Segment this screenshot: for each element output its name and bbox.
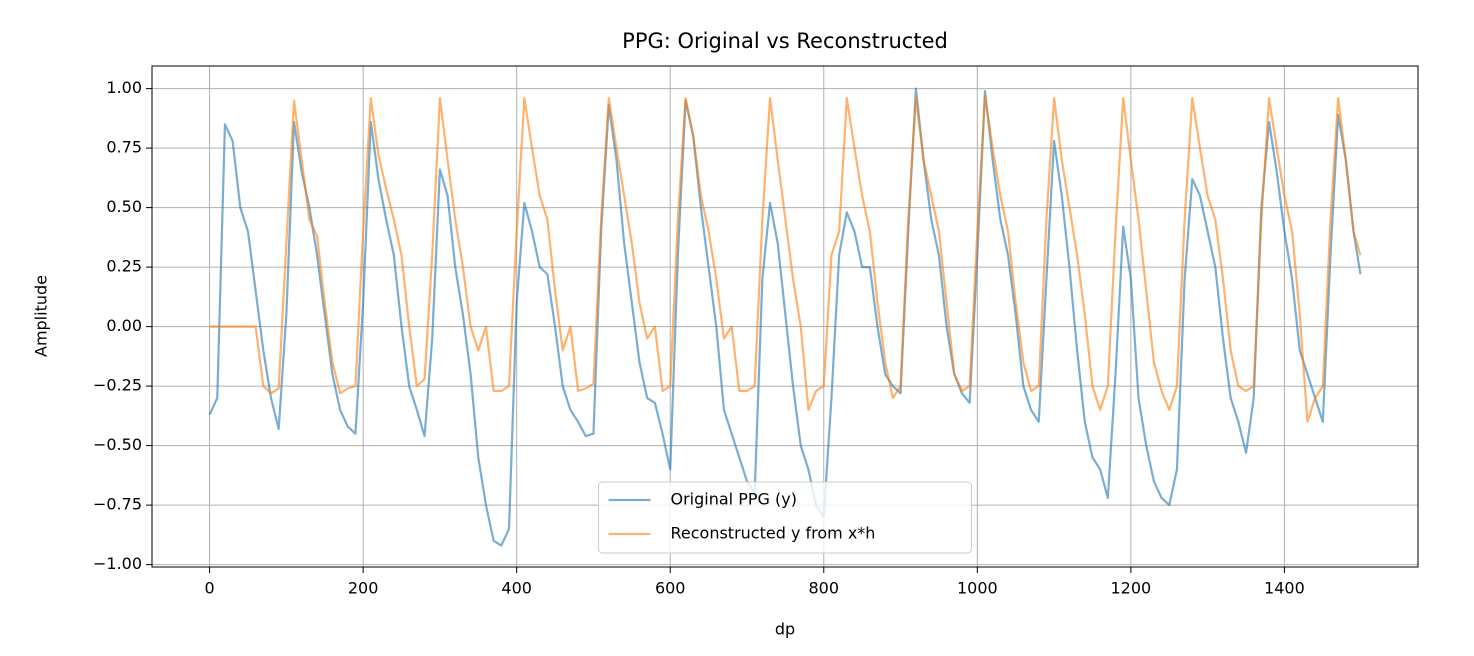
y-axis-label: Amplitude: [32, 275, 51, 357]
x-tick-label: 1400: [1264, 579, 1305, 598]
x-tick-label: 200: [348, 579, 379, 598]
y-tick-label: 0.50: [106, 197, 142, 216]
chart-title: PPG: Original vs Reconstructed: [622, 29, 948, 53]
x-tick-label: 1200: [1111, 579, 1152, 598]
x-tick-label: 800: [808, 579, 839, 598]
x-axis-label: dp: [775, 620, 795, 639]
y-tick-label: −0.50: [93, 435, 142, 454]
y-tick-label: −0.25: [93, 376, 142, 395]
legend-box: [598, 481, 972, 554]
y-tick-label: −1.00: [93, 554, 142, 573]
y-tick-label: −0.75: [93, 495, 142, 514]
plot-frame: [151, 65, 1419, 568]
y-tick-label: 0.00: [106, 316, 142, 335]
series-line: [209, 94, 1362, 423]
x-tick-label: 1000: [957, 579, 998, 598]
x-tick-label: 0: [204, 579, 214, 598]
y-tick-label: 0.25: [106, 257, 142, 276]
legend-label: Reconstructed y from x*h: [671, 524, 876, 543]
x-tick-label: 600: [655, 579, 686, 598]
series-line: [208, 87, 1362, 547]
y-tick-label: 0.75: [106, 138, 142, 157]
y-tick-label: 1.00: [106, 78, 142, 97]
x-tick-label: 400: [501, 579, 532, 598]
legend-label: Original PPG (y): [671, 490, 797, 509]
